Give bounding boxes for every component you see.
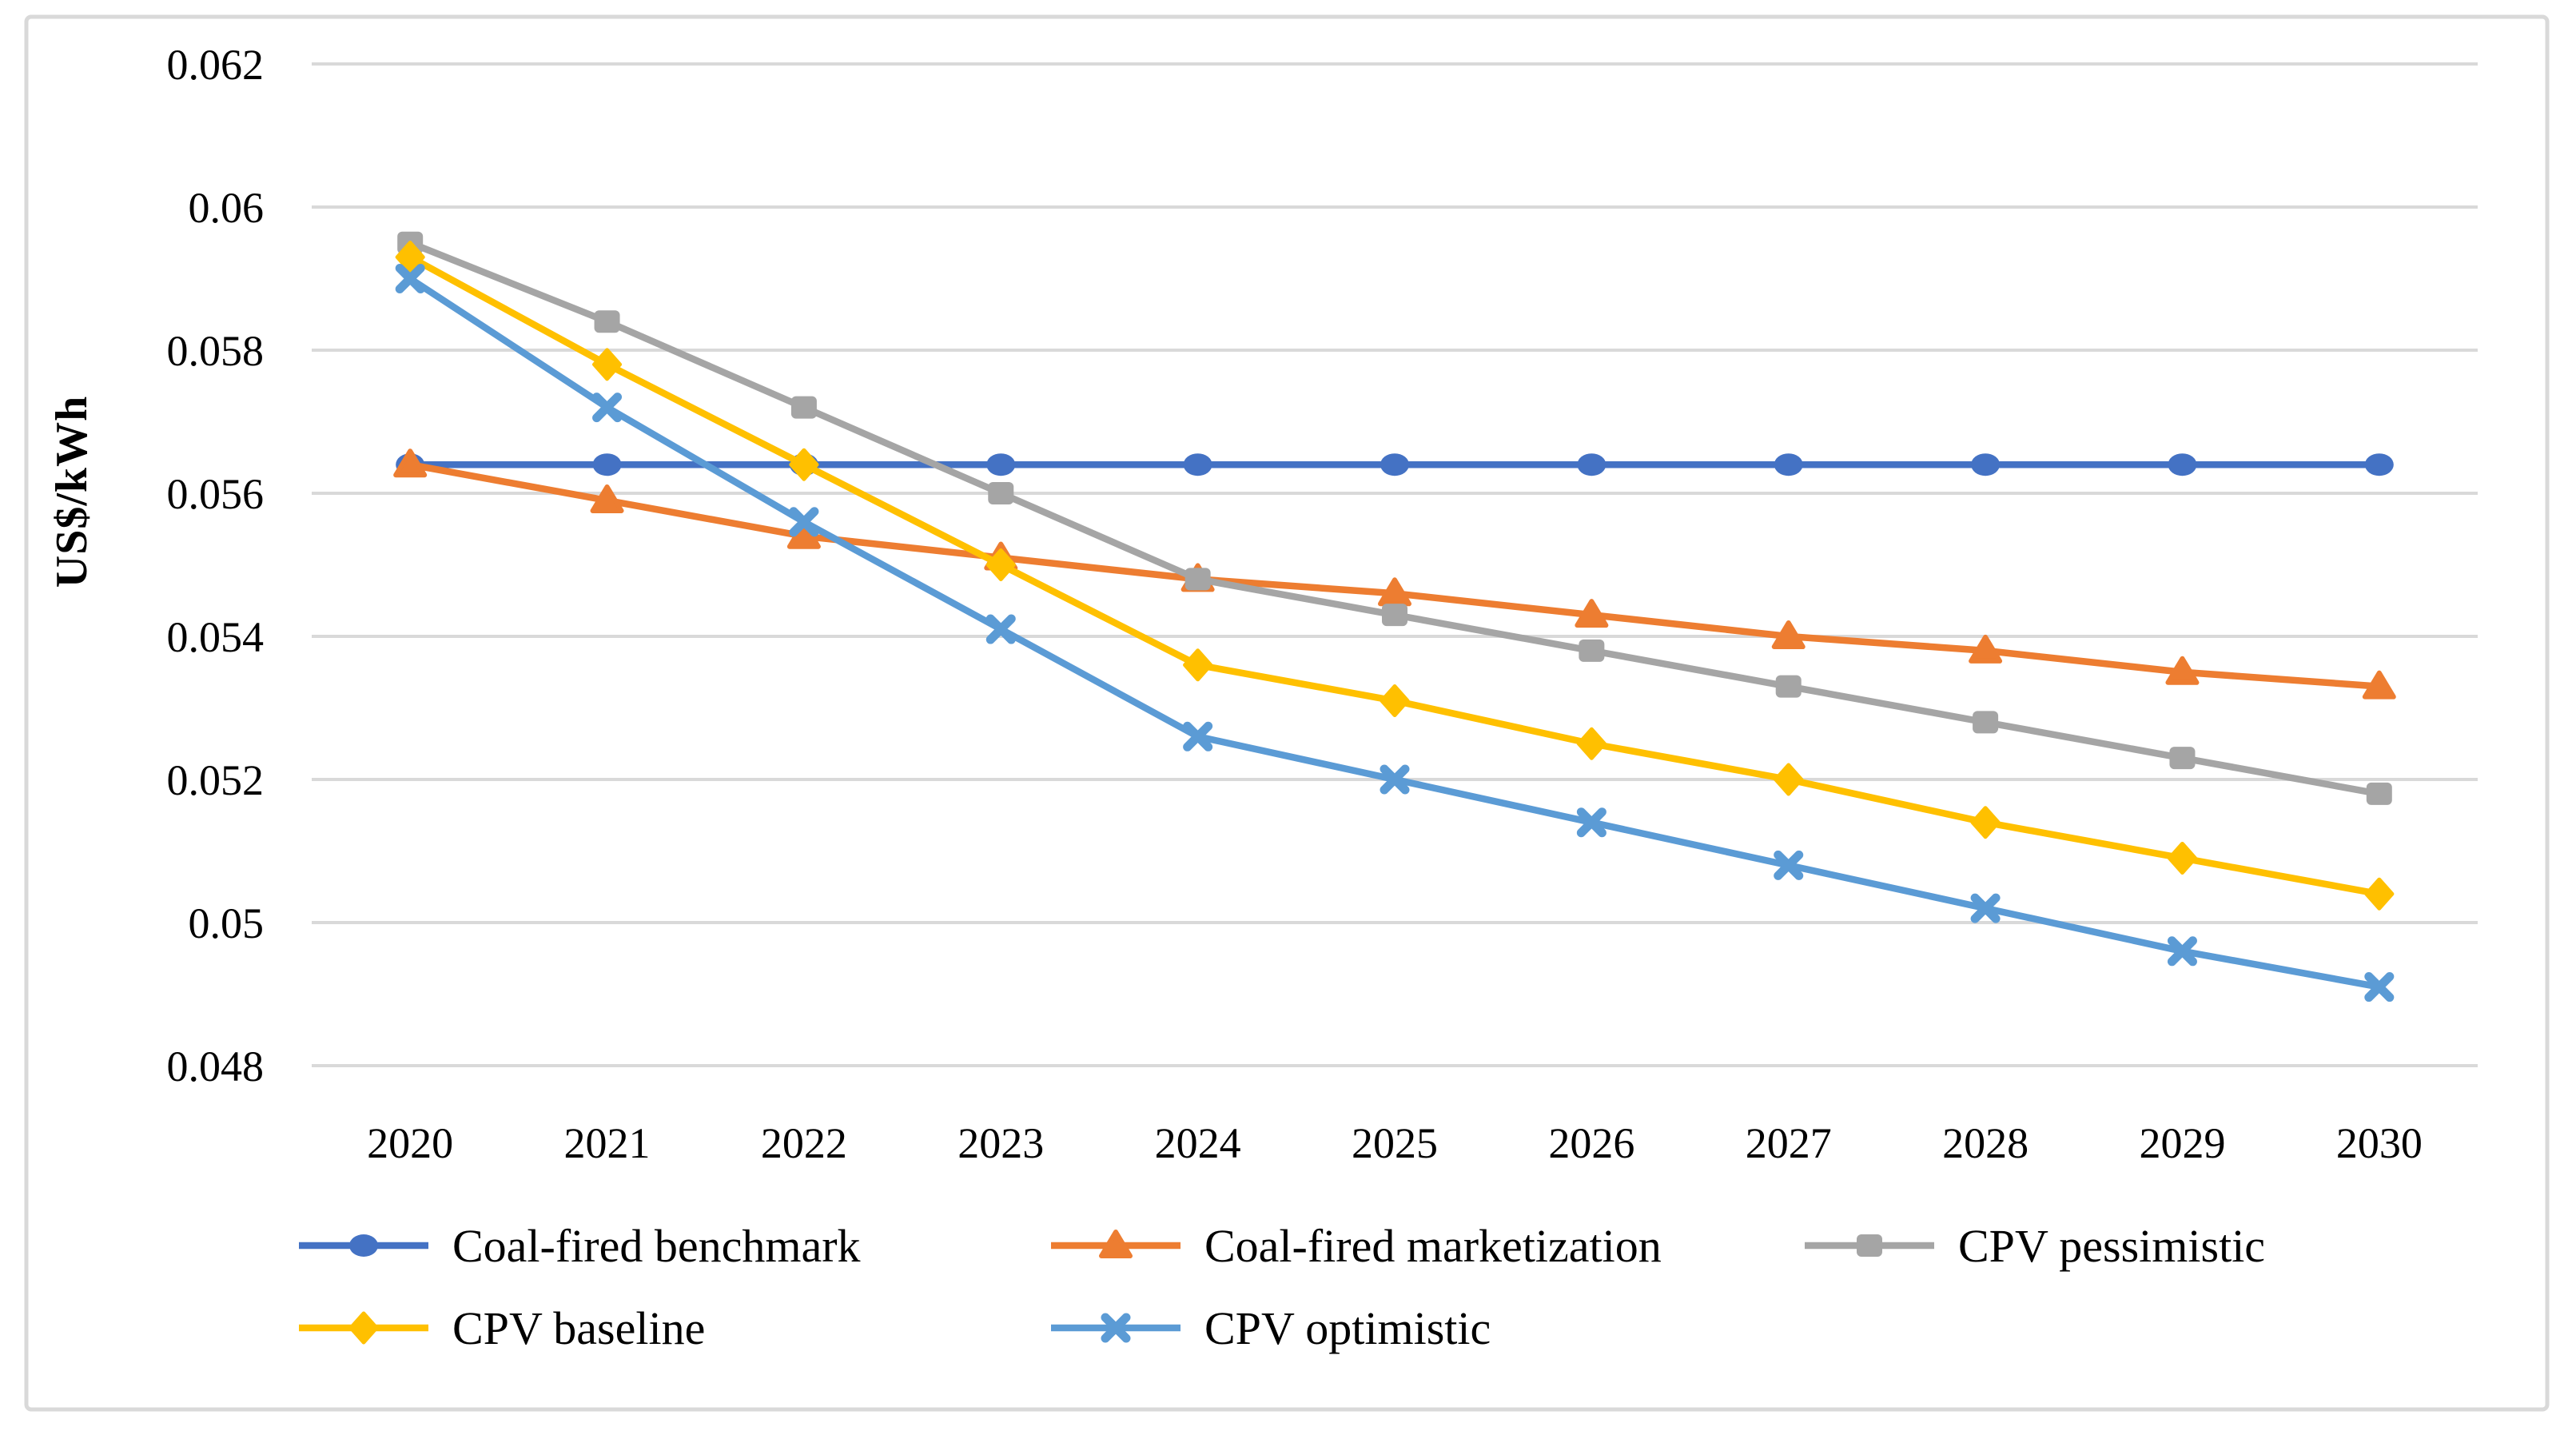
y-tick-label: 0.054 xyxy=(167,613,265,661)
data-point-marker-triangle xyxy=(590,484,624,513)
data-point-marker-x xyxy=(1101,1313,1131,1343)
data-point-marker-square xyxy=(2169,747,2196,770)
data-point-marker-circle xyxy=(986,453,1016,476)
y-tick-label: 0.06 xyxy=(189,184,265,232)
data-point-marker-square xyxy=(2366,782,2392,805)
x-tick-label: 2023 xyxy=(958,1119,1044,1167)
figure-border xyxy=(24,14,2550,1412)
data-point-marker-square xyxy=(988,482,1014,504)
data-point-marker-diamond xyxy=(1183,648,1213,682)
data-point-marker-square xyxy=(594,310,620,333)
legend-item-cpv-baseline: CPV baseline xyxy=(296,1300,705,1356)
data-point-marker-square xyxy=(1775,675,1802,698)
data-point-marker-diamond xyxy=(1380,684,1410,718)
series-line-cpv-baseline xyxy=(406,253,2383,898)
data-point-marker-circle xyxy=(1380,453,1409,476)
data-point-marker-triangle xyxy=(1771,620,1806,649)
legend-label: Coal-fired benchmark xyxy=(452,1219,861,1272)
legend-label: CPV optimistic xyxy=(1204,1301,1491,1354)
data-point-marker-triangle xyxy=(2165,656,2200,685)
x-tick-label: 2024 xyxy=(1155,1119,1241,1167)
x-tick-label: 2027 xyxy=(1746,1119,1832,1167)
y-tick-label: 0.048 xyxy=(167,1042,265,1090)
data-point-marker-x xyxy=(2364,972,2395,1003)
data-point-marker-triangle xyxy=(2362,670,2396,700)
x-tick-label: 2022 xyxy=(761,1119,847,1167)
legend-line-x-icon xyxy=(1051,1313,1181,1343)
legend-line-square-icon xyxy=(1805,1234,1934,1257)
legend-item-coal-fired-benchmark: Coal-fired benchmark xyxy=(296,1218,861,1274)
data-point-marker-diamond xyxy=(2167,841,2197,875)
data-point-marker-circle xyxy=(2168,453,2197,476)
legend-label: CPV pessimistic xyxy=(1958,1219,2266,1272)
series-line-cpv-optimistic xyxy=(406,275,2383,991)
data-point-marker-x xyxy=(395,264,425,293)
data-point-marker-x xyxy=(2167,936,2197,967)
data-point-marker-circle xyxy=(1577,453,1607,476)
legend-item-coal-fired-marketization: Coal-fired marketization xyxy=(1048,1218,1662,1274)
data-point-marker-x xyxy=(1183,721,1213,751)
data-point-marker-triangle xyxy=(1575,599,1609,628)
data-point-marker-triangle xyxy=(1099,1230,1133,1258)
data-point-marker-diamond xyxy=(985,548,1016,581)
y-axis-title: US$/kWh xyxy=(47,395,97,588)
data-point-marker-x xyxy=(1970,893,2001,923)
data-point-marker-circle xyxy=(1183,453,1212,476)
y-tick-label: 0.056 xyxy=(167,470,265,518)
data-point-marker-circle xyxy=(1774,453,1803,476)
data-point-marker-x xyxy=(1576,807,1607,838)
data-point-marker-triangle xyxy=(393,448,428,478)
data-point-marker-x xyxy=(985,614,1016,644)
data-point-marker-x xyxy=(1380,764,1410,795)
legend-line-circle-icon xyxy=(299,1234,428,1257)
legend-label: Coal-fired marketization xyxy=(1204,1219,1662,1272)
data-point-marker-square xyxy=(790,396,817,419)
data-point-marker-square xyxy=(1184,568,1211,591)
data-point-marker-square xyxy=(1382,604,1407,627)
data-point-marker-diamond xyxy=(1774,763,1804,796)
x-tick-label: 2021 xyxy=(564,1119,651,1167)
data-point-marker-diamond xyxy=(789,448,819,481)
series-line-coal-fired-marketization xyxy=(406,460,2383,690)
series-cpv-pessimistic xyxy=(397,231,2392,805)
y-tick-label: 0.058 xyxy=(167,327,265,375)
data-point-marker-square xyxy=(1857,1234,1882,1257)
legend-item-cpv-pessimistic: CPV pessimistic xyxy=(1802,1218,2265,1274)
data-point-marker-x xyxy=(592,393,623,423)
data-point-marker-square xyxy=(1973,711,1999,734)
data-point-marker-diamond xyxy=(395,241,425,274)
x-tick-label: 2020 xyxy=(367,1119,453,1167)
x-tick-label: 2029 xyxy=(2139,1119,2225,1167)
data-point-marker-diamond xyxy=(1970,806,2001,839)
legend-line-diamond-icon xyxy=(299,1311,428,1345)
x-tick-label: 2028 xyxy=(1942,1119,2029,1167)
data-point-marker-diamond xyxy=(348,1311,379,1345)
data-point-marker-circle xyxy=(592,453,622,476)
data-point-marker-diamond xyxy=(2364,877,2395,911)
legend-line-triangle-icon xyxy=(1051,1230,1181,1258)
data-point-marker-diamond xyxy=(592,348,623,381)
series-cpv-baseline xyxy=(395,241,2395,911)
data-point-marker-triangle xyxy=(1969,634,2003,664)
data-point-marker-x xyxy=(1774,850,1804,880)
data-point-marker-circle xyxy=(349,1234,378,1257)
x-tick-label: 2026 xyxy=(1548,1119,1634,1167)
data-point-marker-diamond xyxy=(1576,727,1607,760)
series-cpv-optimistic xyxy=(395,264,2395,1003)
y-tick-label: 0.05 xyxy=(189,899,265,947)
legend-item-cpv-optimistic: CPV optimistic xyxy=(1048,1300,1491,1356)
data-point-marker-square xyxy=(1579,639,1605,662)
legend-label: CPV baseline xyxy=(452,1301,706,1354)
data-point-marker-circle xyxy=(1971,453,2001,476)
y-tick-label: 0.062 xyxy=(167,41,265,89)
x-tick-label: 2025 xyxy=(1352,1119,1438,1167)
data-point-marker-x xyxy=(789,507,819,537)
x-tick-label: 2030 xyxy=(2336,1119,2423,1167)
series-coal-fired-marketization xyxy=(393,448,2396,700)
y-tick-label: 0.052 xyxy=(167,756,265,804)
data-point-marker-circle xyxy=(2364,453,2394,476)
